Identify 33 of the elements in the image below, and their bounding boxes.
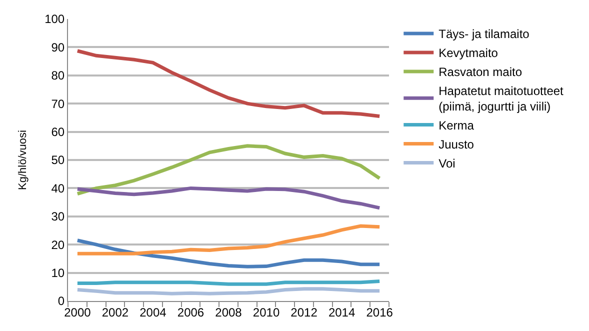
x-tick-label: 2004	[140, 305, 167, 320]
line-series	[76, 49, 382, 118]
legend-label: Hapatetut maitotuotteet (piimä, jogurtti ja viili)	[438, 84, 564, 114]
legend-label: Kevytmaito	[438, 46, 498, 60]
x-tick-label: 2014	[328, 305, 356, 320]
x-tick-label: 2002	[102, 305, 129, 320]
legend-label: Juusto	[438, 137, 474, 152]
line-series	[76, 186, 382, 210]
legend-label: Rasvaton maito	[438, 65, 522, 80]
y-tick-label: 0	[58, 294, 65, 308]
x-tick-label: 2016	[366, 305, 394, 320]
line-series	[76, 238, 382, 268]
x-tick-label: 2000	[64, 305, 92, 320]
x-tick-label: 2008	[215, 305, 242, 320]
x-tick-label: 2010	[252, 305, 280, 320]
legend-label: Kerma	[438, 118, 474, 132]
legend-label: Voi	[438, 156, 456, 170]
y-tick-label: 80	[51, 68, 65, 83]
y-tick-label: 30	[51, 210, 65, 224]
legend-label: Täys- ja tilamaito	[438, 27, 530, 42]
x-tick-label: 2012	[290, 305, 318, 320]
y-tick-label: 60	[51, 125, 65, 139]
x-tick-label: 2006	[177, 305, 204, 320]
y-axis-title: Kg/hlö/vuosi	[17, 130, 30, 190]
y-tick-label: 70	[51, 96, 65, 111]
y-tick-label: 50	[51, 153, 65, 168]
y-tick-label: 100	[44, 12, 65, 26]
line-series	[76, 144, 382, 196]
y-tick-label: 20	[51, 238, 65, 252]
line-series	[76, 224, 382, 256]
y-tick-label: 40	[51, 181, 65, 196]
y-tick-label: 10	[51, 266, 65, 280]
y-tick-label: 90	[51, 40, 65, 54]
